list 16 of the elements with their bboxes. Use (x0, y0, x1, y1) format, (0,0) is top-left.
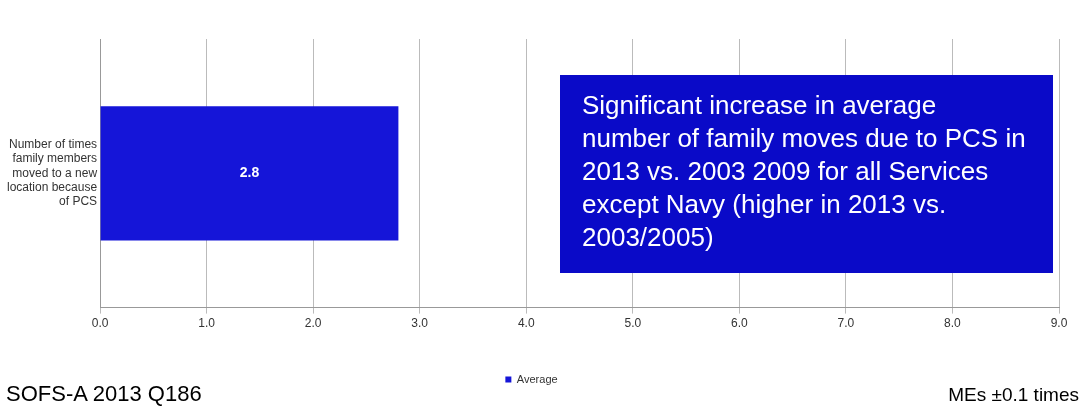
x-tick-label: 3.0 (411, 316, 429, 331)
text: SOFS-A 2013 Q186 (6, 381, 202, 407)
x-tick-label: 1.0 (198, 316, 216, 331)
x-tick-label: 7.0 (837, 316, 855, 331)
x-tick-label: 8.0 (944, 316, 962, 331)
y-tick-label: Number of times family members moved to a new location because of PCS (6, 136, 98, 209)
x-tick-label: 0.0 (91, 316, 109, 331)
text: MEs ±0.1 times (948, 384, 1079, 406)
legend-label: Average (516, 372, 558, 385)
callout-box: Significant increase in average number of family moves due to PCS in 2013 vs. 2003 2009 for all Services except Navy (higher in 2013 vs. 2003/2005) (560, 75, 1053, 273)
x-tick-label: 4.0 (517, 316, 535, 331)
x-tick-label: 6.0 (731, 316, 749, 331)
x-tick-label: 5.0 (624, 316, 642, 331)
x-tick-label: 2.0 (304, 316, 322, 331)
data-label: 2.8 (239, 164, 260, 181)
x-tick-label: 9.0 (1050, 316, 1068, 331)
